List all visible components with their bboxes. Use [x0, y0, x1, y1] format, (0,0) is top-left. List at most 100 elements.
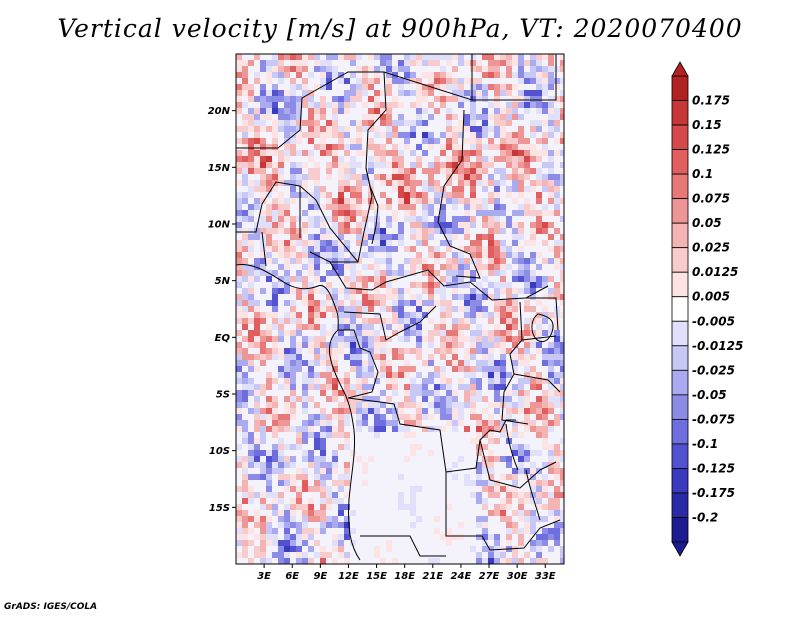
field-cell [398, 78, 404, 84]
field-cell [386, 276, 392, 282]
field-cell [512, 348, 518, 354]
field-cell [404, 120, 410, 126]
field-cell [554, 360, 560, 366]
field-cell [284, 54, 290, 60]
field-cell [554, 324, 560, 330]
field-cell [416, 312, 422, 318]
field-cell [242, 132, 248, 138]
field-cell [446, 306, 452, 312]
lon-tick-label: 33E [535, 571, 556, 582]
field-cell [428, 246, 434, 252]
field-cell [428, 228, 434, 234]
field-cell [488, 282, 494, 288]
field-cell [530, 366, 536, 372]
field-cell [458, 162, 464, 168]
field-cell [548, 534, 554, 540]
field-cell [518, 450, 524, 456]
field-cell [446, 270, 452, 276]
field-cell [494, 336, 500, 342]
field-cell [488, 234, 494, 240]
field-cell [530, 180, 536, 186]
field-cell [494, 438, 500, 444]
field-cell [434, 372, 440, 378]
field-cell [308, 282, 314, 288]
field-cell [368, 318, 374, 324]
field-cell [476, 60, 482, 66]
field-cell [446, 300, 452, 306]
field-cell [278, 282, 284, 288]
field-cell [260, 102, 266, 108]
field-cell [332, 66, 338, 72]
field-cell [392, 144, 398, 150]
field-cell [488, 378, 494, 384]
field-cell [512, 132, 518, 138]
field-cell [356, 366, 362, 372]
field-cell [278, 444, 284, 450]
field-cell [248, 156, 254, 162]
field-cell [500, 204, 506, 210]
field-cell [476, 270, 482, 276]
field-cell [338, 432, 344, 438]
field-cell [518, 348, 524, 354]
field-cell [368, 360, 374, 366]
field-cell [398, 354, 404, 360]
field-cell [548, 378, 554, 384]
field-cell [464, 96, 470, 102]
field-cell [500, 210, 506, 216]
field-cell [410, 318, 416, 324]
field-cell [446, 198, 452, 204]
field-cell [266, 210, 272, 216]
field-cell [506, 150, 512, 156]
field-cell [488, 156, 494, 162]
field-cell [338, 228, 344, 234]
field-cell [482, 246, 488, 252]
field-cell [242, 378, 248, 384]
field-cell [446, 504, 452, 510]
field-cell [320, 516, 326, 522]
field-cell [416, 348, 422, 354]
field-cell [548, 132, 554, 138]
field-cell [260, 120, 266, 126]
field-cell [404, 186, 410, 192]
field-cell [320, 312, 326, 318]
field-cell [344, 312, 350, 318]
field-cell [368, 300, 374, 306]
field-cell [482, 144, 488, 150]
field-cell [536, 486, 542, 492]
field-cell [278, 552, 284, 558]
field-cell [404, 396, 410, 402]
field-cell [308, 120, 314, 126]
field-cell [374, 150, 380, 156]
field-cell [368, 78, 374, 84]
field-cell [452, 462, 458, 468]
field-cell [416, 336, 422, 342]
field-cell [476, 312, 482, 318]
field-cell [398, 306, 404, 312]
field-cell [440, 402, 446, 408]
field-cell [236, 168, 242, 174]
field-cell [464, 282, 470, 288]
field-cell [512, 420, 518, 426]
field-cell [470, 384, 476, 390]
field-cell [416, 354, 422, 360]
field-cell [482, 288, 488, 294]
field-cell [320, 414, 326, 420]
field-cell [452, 150, 458, 156]
field-cell [482, 354, 488, 360]
field-cell [332, 540, 338, 546]
field-cell [458, 342, 464, 348]
field-cell [500, 504, 506, 510]
field-cell [284, 462, 290, 468]
field-cell [236, 534, 242, 540]
field-cell [332, 450, 338, 456]
field-cell [398, 408, 404, 414]
field-cell [278, 510, 284, 516]
field-cell [440, 312, 446, 318]
field-cell [326, 198, 332, 204]
field-cell [308, 132, 314, 138]
field-cell [242, 462, 248, 468]
field-cell [308, 252, 314, 258]
field-cell [242, 306, 248, 312]
field-cell [524, 144, 530, 150]
field-cell [374, 54, 380, 60]
